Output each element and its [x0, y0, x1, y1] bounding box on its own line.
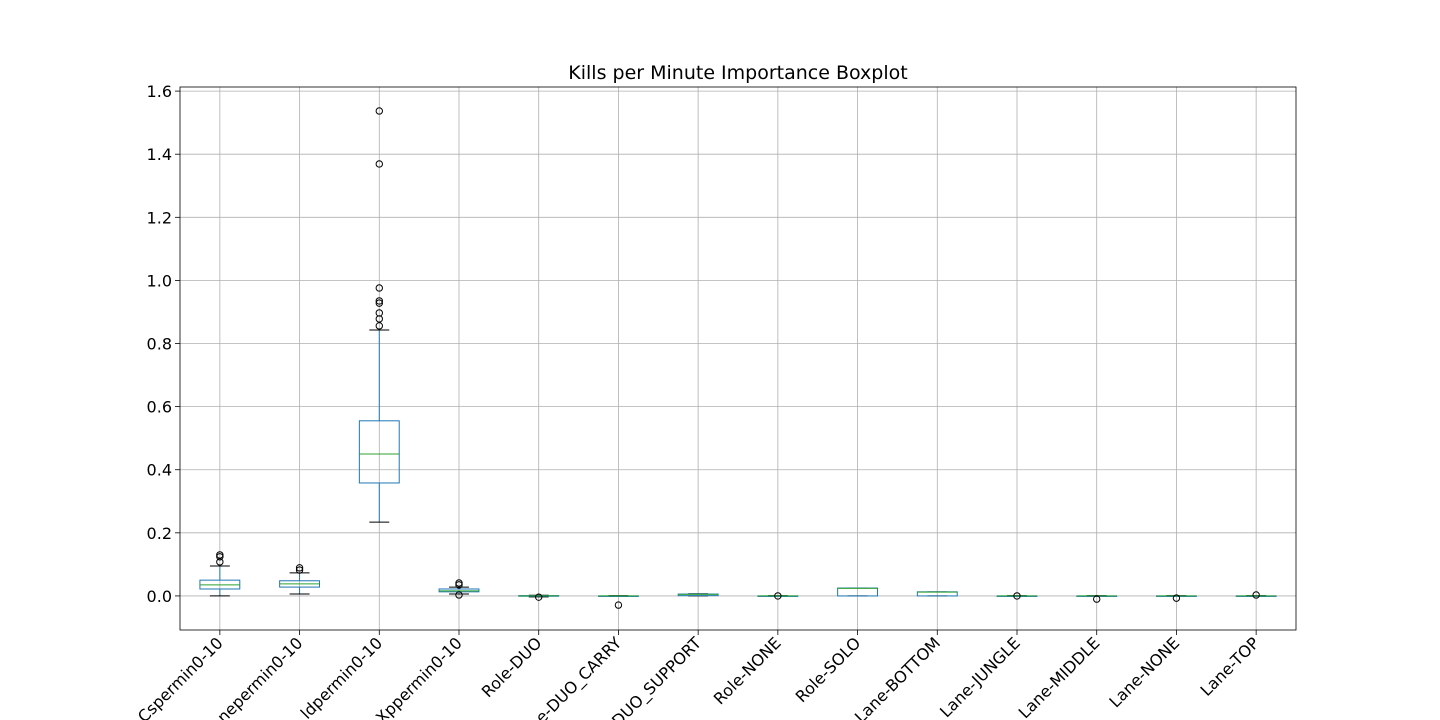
flier	[375, 322, 383, 330]
y-tick-label: 1.0	[147, 271, 172, 290]
y-tick-label: 0.0	[147, 587, 172, 606]
x-tick-label: Role-SOLO	[792, 633, 865, 706]
x-tick-label: e-DUO_CARRY	[532, 633, 626, 720]
chart-title: Kills per Minute Importance Boxplot	[568, 62, 907, 84]
y-tick-label: 0.2	[147, 524, 172, 543]
x-tick-label: Role-DUO	[478, 633, 546, 701]
flier	[375, 309, 383, 317]
y-tick-label: 0.8	[147, 335, 172, 354]
flier	[455, 579, 463, 587]
y-tick-label: 1.4	[147, 145, 172, 164]
y-tick-label: 0.6	[147, 398, 172, 417]
plot-frame	[179, 86, 1297, 631]
x-tick-label: Cspermin0-10	[134, 633, 227, 720]
flier	[375, 107, 383, 115]
x-tick-label: Lane-MIDDLE	[1015, 633, 1104, 720]
flier	[216, 558, 224, 566]
flier	[295, 564, 304, 572]
flier	[295, 566, 304, 574]
flier	[1013, 592, 1021, 600]
flier	[216, 551, 224, 559]
flier	[614, 601, 623, 609]
flier	[375, 284, 383, 292]
flier	[1252, 591, 1260, 599]
y-tick-label: 0.4	[147, 461, 172, 480]
x-tick-label: nepermin0-10	[213, 633, 306, 720]
flier	[375, 299, 383, 307]
x-tick-label: Role-NONE	[710, 633, 785, 708]
flier	[375, 160, 383, 168]
y-tick-label: 1.2	[147, 208, 172, 227]
flier	[1093, 595, 1101, 603]
flier	[455, 581, 463, 589]
x-tick-label: Lane-BOTTOM	[851, 633, 944, 720]
x-tick-label: Lane-TOP	[1196, 633, 1263, 700]
x-tick-label: Xppermin0-10	[372, 633, 466, 720]
flier	[1172, 594, 1181, 602]
box	[358, 420, 400, 484]
x-tick-label: Lane-NONE	[1105, 633, 1183, 711]
y-tick-label: 1.6	[147, 82, 172, 101]
flier	[375, 297, 383, 305]
flier	[774, 592, 782, 600]
flier	[535, 593, 543, 601]
flier	[455, 591, 463, 599]
flier	[216, 553, 224, 561]
x-tick-label: ldpermin0-10	[297, 633, 386, 720]
x-tick-label: Lane-JUNGLE	[936, 633, 1024, 720]
